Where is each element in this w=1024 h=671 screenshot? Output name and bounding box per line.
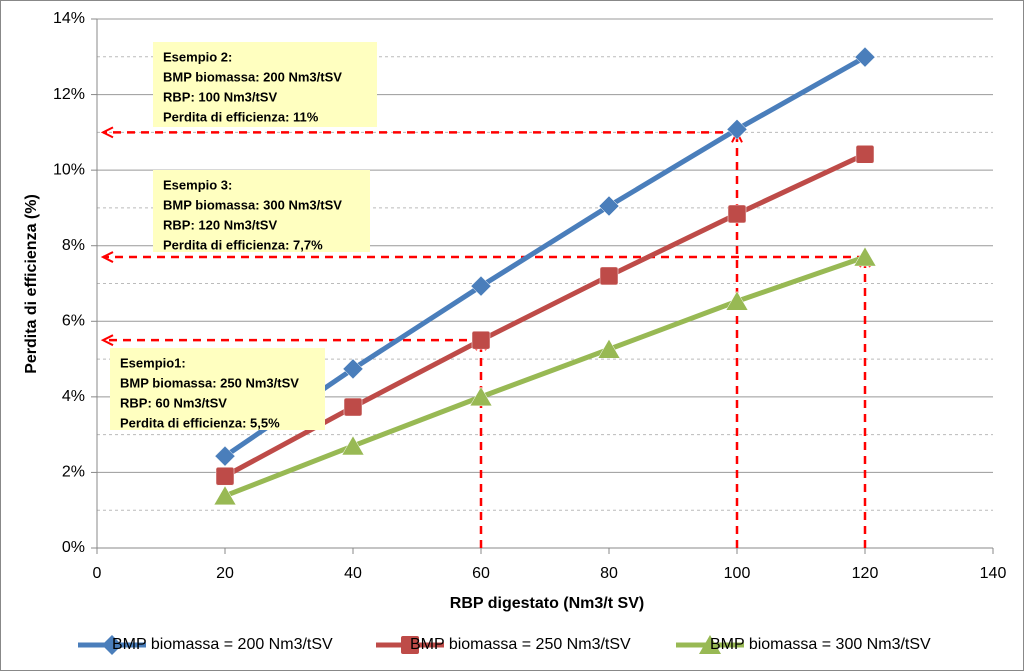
- y-tick-label: 12%: [53, 86, 85, 103]
- marker: [213, 485, 237, 506]
- marker: [725, 290, 749, 311]
- x-tick-label: 120: [852, 565, 879, 582]
- marker: [214, 445, 236, 467]
- x-tick-label: 80: [600, 565, 618, 582]
- annotation-text: Esempio 2:: [163, 49, 232, 64]
- x-tick-label: 0: [93, 565, 102, 582]
- annotation-box: [153, 170, 370, 252]
- marker: [855, 145, 875, 164]
- legend-item: BMP biomassa = 300 Nm3/tSV: [676, 635, 931, 654]
- marker: [726, 118, 748, 140]
- marker: [102, 635, 122, 655]
- x-tick-label: 40: [344, 565, 362, 582]
- x-tick-label: 140: [980, 565, 1007, 582]
- annotation-text: Perdita di efficienza: 7,7%: [163, 237, 323, 252]
- legend-label: BMP biomassa = 200 Nm3/tSV: [112, 636, 333, 653]
- y-tick-label: 6%: [62, 313, 85, 330]
- x-tick-label: 100: [724, 565, 751, 582]
- marker: [470, 275, 492, 297]
- y-tick-label: 4%: [62, 388, 85, 405]
- annotation-text: RBP: 60 Nm3/tSV: [120, 395, 227, 410]
- x-tick-label: 20: [216, 565, 234, 582]
- annotation-text: Perdita di efficienza: 5,5%: [120, 415, 280, 430]
- marker: [341, 435, 365, 456]
- annotation-box: [153, 42, 377, 127]
- arrow-head: [100, 251, 114, 263]
- marker: [469, 386, 493, 407]
- marker: [699, 635, 721, 654]
- annotation-text: BMP biomassa: 300 Nm3/tSV: [163, 197, 342, 212]
- marker: [343, 397, 363, 417]
- marker: [597, 338, 621, 359]
- marker: [599, 266, 619, 286]
- annotation-text: RBP: 100 Nm3/tSV: [163, 89, 277, 104]
- y-tick-label: 14%: [53, 10, 85, 27]
- marker: [471, 330, 491, 350]
- annotation-text: Perdita di efficienza: 11%: [163, 109, 319, 124]
- annotation-text: BMP biomassa: 250 Nm3/tSV: [120, 375, 299, 390]
- y-tick-label: 8%: [62, 237, 85, 254]
- x-tick-label: 60: [472, 565, 490, 582]
- legend-label: BMP biomassa = 250 Nm3/tSV: [410, 636, 631, 653]
- legend-item: BMP biomassa = 200 Nm3/tSV: [78, 635, 333, 655]
- y-axis-title: Perdita di efficienza (%): [23, 194, 40, 374]
- marker: [215, 466, 235, 486]
- y-tick-label: 2%: [62, 464, 85, 481]
- arrow-head: [100, 126, 114, 139]
- annotation-box: [110, 348, 325, 430]
- series-line: [223, 54, 867, 459]
- marker: [598, 195, 620, 217]
- marker: [727, 204, 747, 224]
- annotation-text: BMP biomassa: 200 Nm3/tSV: [163, 69, 342, 84]
- marker: [401, 636, 419, 654]
- legend-label: BMP biomassa = 300 Nm3/tSV: [710, 636, 931, 653]
- marker: [854, 46, 876, 68]
- marker: [853, 246, 877, 267]
- series-line: [224, 254, 866, 499]
- annotation-text: Esempio1:: [120, 355, 186, 370]
- annotation-text: Esempio 3:: [163, 177, 232, 192]
- legend-item: BMP biomassa = 250 Nm3/tSV: [376, 636, 631, 654]
- annotation-text: RBP: 120 Nm3/tSV: [163, 217, 277, 232]
- marker: [342, 358, 364, 380]
- arrow-head: [100, 334, 114, 347]
- y-tick-label: 0%: [62, 539, 85, 556]
- y-tick-label: 10%: [53, 161, 85, 178]
- x-axis-title: RBP digestato (Nm3/t SV): [450, 595, 644, 612]
- series-line: [223, 152, 867, 479]
